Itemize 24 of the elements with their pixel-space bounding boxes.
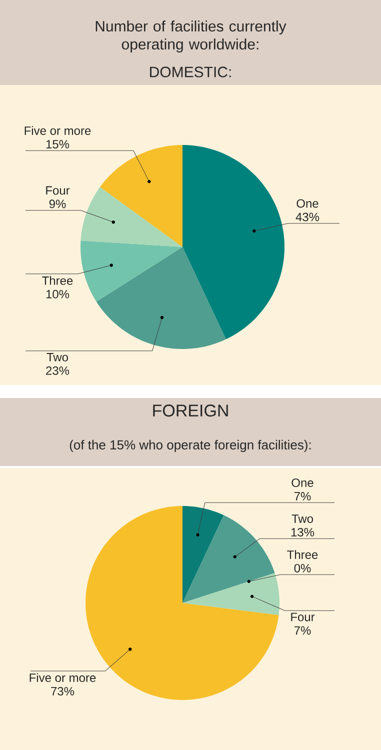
data-label: 23% <box>46 366 70 375</box>
chart-subtitle: (of the 15% who operate foreign facilities): <box>70 440 311 452</box>
data-label: 10% <box>46 290 70 298</box>
data-label: 73% <box>51 687 74 696</box>
category-label: Three <box>287 550 318 559</box>
slice-label: One <box>292 478 314 487</box>
data-label: 43% <box>296 212 320 222</box>
data-label: 13% <box>291 528 314 536</box>
data-label: 15% <box>46 140 70 148</box>
slice-label: Two <box>46 353 68 362</box>
slice-label: Four <box>46 186 70 195</box>
data-label: 9% <box>49 200 66 208</box>
chart-title: FOREIGN <box>153 404 228 417</box>
data-label: 7% <box>294 626 311 635</box>
slice-label: Two <box>292 514 313 523</box>
slice-label: Five or more <box>30 673 96 682</box>
slice-label: Four <box>291 612 315 622</box>
slice-label: Five or more <box>24 126 91 135</box>
chart-subtitle: DOMESTIC: <box>150 66 231 78</box>
chart-title: Number of facilities currently operating worldwide: <box>96 20 286 53</box>
slice-label: Three <box>42 276 73 285</box>
text: 0% <box>294 564 311 572</box>
slice-label: One <box>296 199 318 208</box>
data-label: 7% <box>294 492 311 500</box>
